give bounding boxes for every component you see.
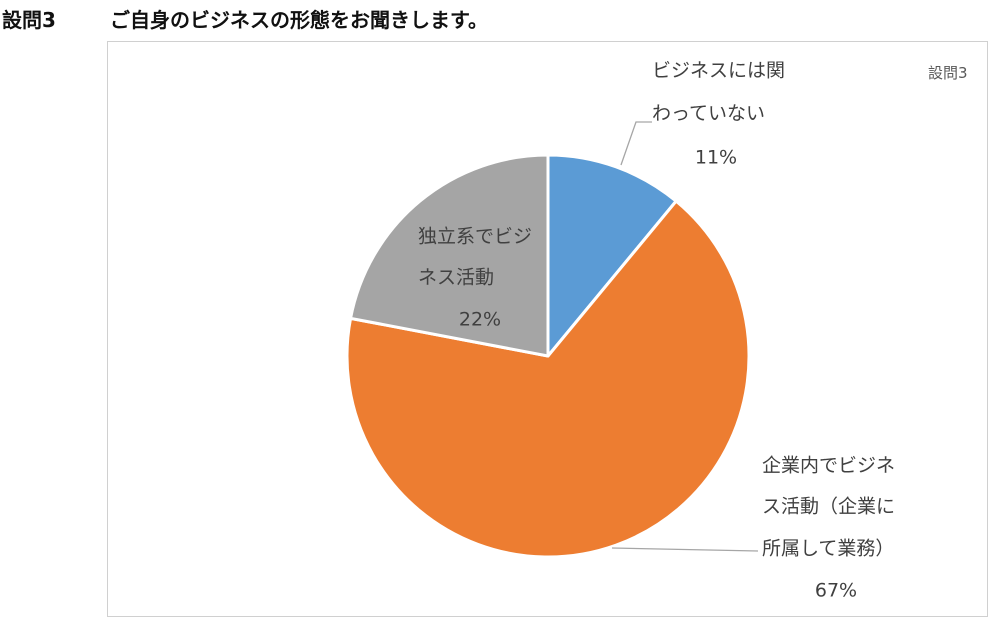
chart-title: 設問3 xyxy=(928,64,968,82)
data-label-in-company-line-3: 所属して業務） xyxy=(762,538,894,560)
slice-in-company xyxy=(345,199,751,559)
data-label-in-company-percent: 67% xyxy=(815,580,857,602)
data-label-independent-line-2: ネス活動 xyxy=(418,267,494,289)
leader-line-in-company xyxy=(611,547,759,552)
data-label-not-involved-line-2: わっていない xyxy=(652,103,765,125)
data-label-independent-percent: 22% xyxy=(459,309,501,331)
slice-independent xyxy=(349,153,550,358)
data-label-independent-line-1: 独立系でビジ xyxy=(418,226,532,248)
data-label-in-company-line-1: 企業内でビジネ xyxy=(762,455,895,477)
data-label-in-company-line-2: ス活動（企業に xyxy=(762,496,895,518)
slice-not-involved xyxy=(546,153,678,358)
data-label-not-involved-percent: 11% xyxy=(695,147,737,169)
question-text: ご自身のビジネスの形態をお聞きします。 xyxy=(110,8,488,32)
leader-line-not-involved xyxy=(620,121,652,166)
data-label-not-involved-line-1: ビジネスには関 xyxy=(652,60,785,82)
question-number: 設問3 xyxy=(2,8,56,32)
